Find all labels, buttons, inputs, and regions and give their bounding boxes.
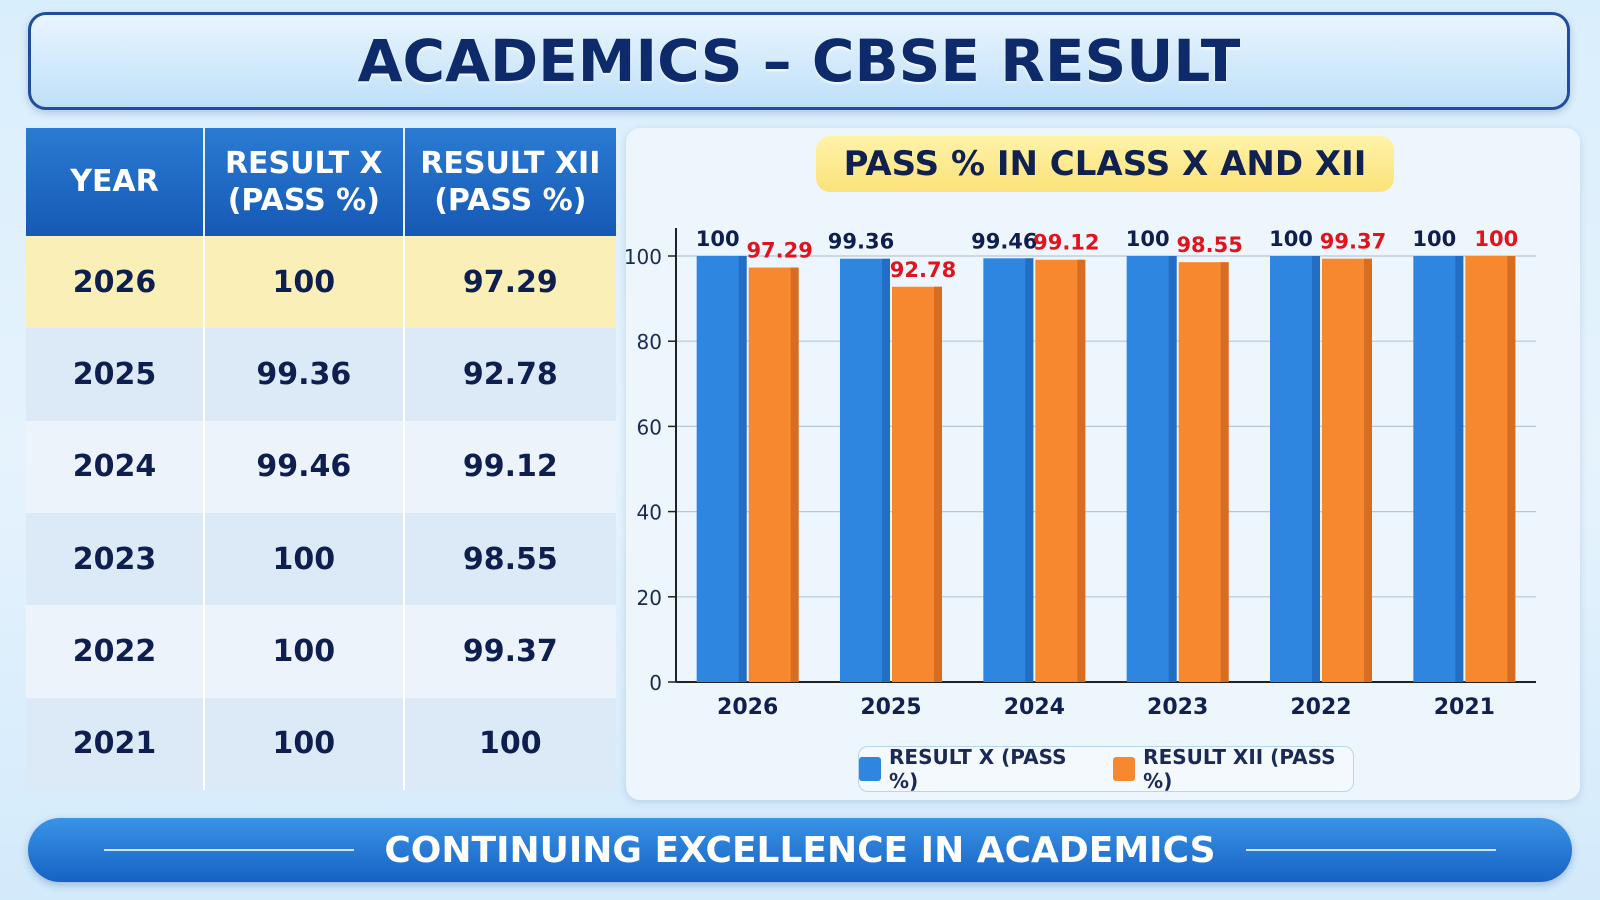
cell-year: 2022 [26,605,205,698]
cell-result-xii: 98.55 [403,512,616,606]
x-tick-label: 2022 [1290,695,1351,720]
title-banner: ACADEMICS – CBSE RESULT [28,12,1570,110]
cell-result-x: 99.36 [204,328,405,421]
x-tick-label: 2023 [1147,695,1208,720]
data-label-result-xii: 99.37 [1320,230,1386,254]
table-row: 2026 100 97.29 [26,236,616,329]
cell-result-x: 99.46 [204,420,405,513]
cell-result-xii: 99.12 [403,420,616,513]
header-result-x: RESULT X (PASS %) [204,128,405,236]
bar-result-xii [1178,262,1229,682]
legend-swatch-result-xii [1113,757,1136,781]
cell-year: 2026 [26,236,205,329]
header-result-x-line-2: (PASS %) [227,183,380,218]
data-label-result-xii: 97.29 [746,239,812,263]
cell-result-x: 100 [204,697,405,790]
bar-shade [882,258,890,682]
y-tick-label: 80 [637,330,662,354]
cell-year: 2023 [26,512,205,606]
bar-shade [1168,256,1177,682]
data-label-result-xii: 98.55 [1176,233,1242,257]
header-year: YEAR [26,128,205,236]
chart-title: PASS % IN CLASS X AND XII [816,136,1394,192]
bar-shade [1220,262,1229,682]
y-tick-label: 100 [624,245,662,269]
data-label-result-xii: 99.12 [1033,231,1099,255]
data-label-result-x: 100 [1269,227,1313,251]
table-row: 2023 100 98.55 [26,512,616,606]
bar-shade [1077,259,1086,682]
cell-result-xii: 97.29 [403,236,616,329]
cell-result-x: 100 [204,605,405,698]
bar-shade [1507,256,1516,682]
x-tick-label: 2024 [1004,695,1065,720]
bar-result-x [696,256,747,682]
cell-result-x: 100 [204,512,405,606]
data-label-result-x: 100 [1126,227,1170,251]
bar-shade [1025,258,1034,682]
cell-result-xii: 100 [403,697,616,790]
table-row: 2024 99.46 99.12 [26,420,616,513]
header-result-xii: RESULT XII (PASS %) [403,128,616,236]
header-result-x-line-1: RESULT X [224,145,383,181]
cell-result-x: 100 [204,236,405,329]
legend-item-result-x: RESULT X (PASS %) [859,745,1085,793]
bar-result-x [840,258,890,682]
data-label-result-x: 100 [696,227,740,251]
cell-year: 2025 [26,328,205,421]
bar-shade [790,267,799,682]
data-label-result-x: 99.36 [828,230,894,254]
data-label-result-x: 100 [1412,227,1456,251]
cell-year: 2024 [26,420,205,513]
legend-item-result-xii: RESULT XII (PASS %) [1113,745,1353,793]
table-row: 2025 99.36 92.78 [26,328,616,421]
legend-label-result-xii: RESULT XII (PASS %) [1143,745,1336,793]
footer-banner: CONTINUING EXCELLENCE IN ACADEMICS [28,818,1572,882]
data-label-result-xii: 100 [1474,227,1518,251]
chart-legend: RESULT X (PASS %) RESULT XII (PASS %) [858,745,1354,793]
results-table-panel: YEAR RESULT X (PASS %) RESULT XII (PASS … [26,128,616,790]
bar-shade [1312,256,1320,682]
bar-result-x [1270,256,1320,682]
bar-result-x [1126,256,1177,682]
footer-divider-right [1245,849,1496,851]
bar-result-xii [1322,258,1372,682]
page-title: ACADEMICS – CBSE RESULT [357,27,1241,95]
x-tick-label: 2025 [860,695,921,720]
data-label-result-x: 99.46 [971,229,1037,253]
bar-shade [934,286,942,682]
header-result-xii-line-1: RESULT XII [420,145,601,181]
table-row: 2021 100 100 [26,697,616,790]
cell-result-xii: 99.37 [403,605,616,698]
header-result-xii-line-2: (PASS %) [434,183,587,218]
footer-divider-left [104,849,355,851]
footer-text: CONTINUING EXCELLENCE IN ACADEMICS [384,829,1216,871]
bar-result-x [983,258,1034,682]
bar-shade [738,256,747,682]
bar-shade [1364,258,1372,682]
table-row: 2022 100 99.37 [26,605,616,698]
bar-result-xii [1465,256,1516,682]
y-tick-label: 0 [649,671,662,695]
table-header-row: YEAR RESULT X (PASS %) RESULT XII (PASS … [26,128,616,236]
legend-label-result-x: RESULT X (PASS %) [889,745,1067,793]
bar-result-xii [1035,259,1086,682]
y-tick-label: 60 [637,415,662,439]
header-year-line-1: YEAR [70,164,159,200]
data-label-result-xii: 92.78 [890,258,956,282]
cell-year: 2021 [26,697,205,790]
bar-shade [1455,256,1464,682]
legend-swatch-result-x [859,757,882,781]
x-tick-label: 2026 [717,695,778,720]
results-table: YEAR RESULT X (PASS %) RESULT XII (PASS … [26,128,616,790]
y-tick-label: 20 [637,586,662,610]
bar-result-x [1413,256,1464,682]
bar-result-xii [892,286,942,682]
cell-result-xii: 92.78 [403,328,616,421]
x-tick-label: 2021 [1434,695,1495,720]
y-tick-label: 40 [637,501,662,525]
bar-result-xii [748,267,799,682]
